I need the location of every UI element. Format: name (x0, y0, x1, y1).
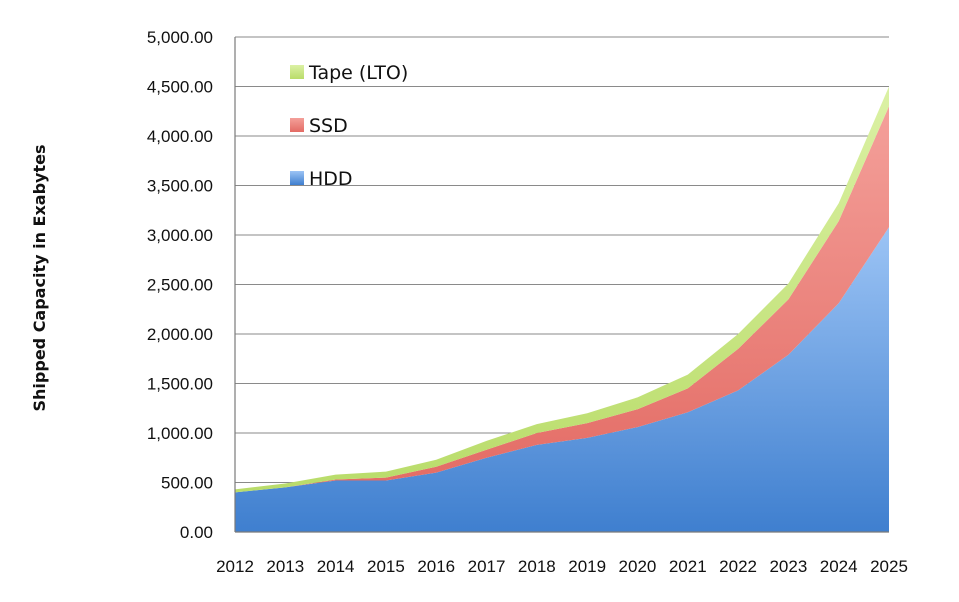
y-tick-label: 4,000.00 (147, 127, 213, 146)
x-tick-label: 2014 (317, 557, 355, 576)
legend-label: HDD (309, 168, 353, 190)
x-tick-label: 2017 (468, 557, 506, 576)
x-tick-labels: 2012 2013 2014 2015 2016 2017 2018 2019 2020 2021… (216, 557, 908, 576)
y-tick-label: 2,500.00 (147, 276, 213, 295)
legend: Tape (LTO) SSD HDD (290, 62, 408, 190)
x-tick-label: 2019 (568, 557, 606, 576)
axes (234, 37, 889, 533)
y-tick-label: 2,000.00 (147, 325, 213, 344)
legend-label: Tape (LTO) (308, 62, 408, 84)
x-tick-label: 2020 (619, 557, 657, 576)
plot-areas (235, 86, 889, 532)
x-tick-label: 2018 (518, 557, 556, 576)
x-tick-label: 2021 (669, 557, 707, 576)
x-tick-label: 2013 (266, 557, 304, 576)
x-tick-label: 2012 (216, 557, 254, 576)
x-tick-label: 2016 (417, 557, 455, 576)
y-tick-label: 1,000.00 (147, 424, 213, 443)
x-tick-label: 2023 (769, 557, 807, 576)
x-tick-label: 2024 (820, 557, 858, 576)
x-tick-label: 2015 (367, 557, 405, 576)
legend-swatch (290, 118, 304, 132)
area-hdd (235, 227, 889, 532)
x-tick-label: 2025 (870, 557, 908, 576)
y-tick-label: 4,500.00 (147, 78, 213, 97)
legend-swatch (290, 65, 304, 79)
y-tick-label: 500.00 (161, 474, 213, 493)
y-tick-label: 5,000.00 (147, 28, 213, 47)
y-tick-label: 3,500.00 (147, 177, 213, 196)
y-tick-label: 0.00 (180, 523, 213, 542)
legend-swatch (290, 171, 304, 185)
gridlines (235, 36, 889, 483)
y-tick-labels: 0.00 500.00 1,000.00 1,500.00 2,000.00 2,500.… (147, 28, 213, 542)
y-tick-label: 1,500.00 (147, 375, 213, 394)
legend-label: SSD (309, 115, 348, 137)
y-axis-label: Shipped Capacity in Exabytes (30, 145, 49, 412)
y-tick-label: 3,000.00 (147, 226, 213, 245)
x-tick-label: 2022 (719, 557, 757, 576)
